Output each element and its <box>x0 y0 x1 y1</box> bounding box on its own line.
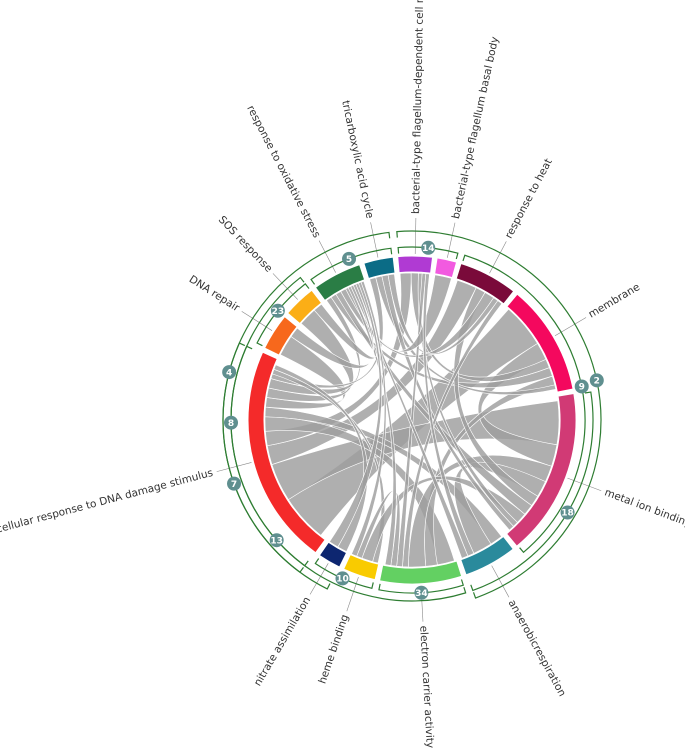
leader-membrane <box>554 317 587 337</box>
leader-nitrate-assimilation <box>309 563 329 595</box>
sector-arc-cellular-response-to-dna-damage-stimulus[interactable] <box>247 351 326 554</box>
group-count-bubble-10[interactable]: 10 <box>335 571 350 586</box>
ribbon-cellular-response-to-dna-damage-stimulus-to-nitrate-assimilation <box>273 364 368 552</box>
leader-cellular-response-to-dna-damage-stimulus <box>216 462 252 472</box>
sector-label-membrane: membrane <box>586 281 642 320</box>
sector-label-sos-response: SOS response <box>216 214 275 275</box>
group-count-bubble-18[interactable]: 18 <box>560 505 575 520</box>
group-count-circle <box>589 373 604 388</box>
ribbon-nitrate-assimilation-to-response-to-oxidative-stress <box>329 281 383 548</box>
group-count-text: 2 <box>594 377 600 387</box>
sector-arc-bacterial-type-flagellum-basal-body[interactable] <box>434 257 458 279</box>
group-count-bubble-7[interactable]: 7 <box>227 476 242 491</box>
sector-label-metal-ion-binding: metal ion binding <box>603 487 685 530</box>
ribbon-anaerobicrespiration-to-response-to-oxidative-stress <box>350 284 469 559</box>
group-count-bubble-14[interactable]: 14 <box>421 240 436 255</box>
ribbon-metal-ion-binding-to-tricarboxylic-acid-cycle <box>381 274 514 531</box>
ribbons-layer <box>264 272 560 568</box>
group-count-circle <box>222 365 237 380</box>
ribbon-response-to-heat-to-electron-carrier-activity <box>402 300 503 568</box>
sector-label-heme-binding: heme binding <box>317 613 352 685</box>
leader-heme-binding <box>346 577 359 612</box>
ribbon-cellular-response-to-dna-damage-stimulus-to-anaerobicrespiration <box>264 406 503 545</box>
sector-arc-tricarboxylic-acid-cycle[interactable] <box>363 256 396 280</box>
group-count-bubble-34[interactable]: 34 <box>414 585 429 600</box>
ribbon-bacterial-type-flagellum-dependent-cell-motility-to-anaerobicrespiration <box>422 273 475 557</box>
sector-arc-anaerobicrespiration[interactable] <box>460 535 514 576</box>
ribbon-metal-ion-binding-to-response-to-heat <box>453 287 539 506</box>
leader-anaerobicrespiration <box>491 565 510 598</box>
group-count-bubble-9[interactable]: 9 <box>574 379 589 394</box>
ribbon-membrane-to-response-to-oxidative-stress <box>330 293 553 388</box>
group-count-circle <box>560 505 575 520</box>
sector-arc-response-to-oxidative-stress[interactable] <box>314 263 366 302</box>
group-count-circle <box>227 476 242 491</box>
group-count-circle <box>224 415 239 430</box>
ribbon-sos-response-to-response-to-oxidative-stress <box>313 282 378 360</box>
sector-arcs-layer <box>247 255 577 585</box>
group-count-bubble-8[interactable]: 8 <box>224 415 239 430</box>
group-count-text: 14 <box>422 244 435 254</box>
group-count-bubble-13[interactable]: 13 <box>269 533 284 548</box>
group-count-text: 7 <box>231 480 237 490</box>
group-count-text: 13 <box>270 536 283 546</box>
sector-arc-response-to-heat[interactable] <box>455 262 515 305</box>
sector-arc-heme-binding[interactable] <box>342 553 380 581</box>
sector-label-nitrate-assimilation: nitrate assimilation <box>252 595 313 688</box>
ribbon-heme-binding-to-response-to-oxidative-stress <box>351 280 387 557</box>
leader-bacterial-type-flagellum-basal-body <box>447 222 456 258</box>
group-count-bubble-4[interactable]: 4 <box>222 365 237 380</box>
group-count-circle <box>269 533 284 548</box>
group-count-bubble-23[interactable]: 23 <box>270 303 285 318</box>
group-count-bubble-2[interactable]: 2 <box>589 373 604 388</box>
sector-arc-sos-response[interactable] <box>286 289 323 325</box>
leader-tricarboxylic-acid-cycle <box>370 222 379 258</box>
group-count-circle <box>421 240 436 255</box>
group-count-text: 9 <box>579 383 585 393</box>
leader-bacterial-type-flagellum-dependent-cell-motility <box>414 218 417 255</box>
group-count-text: 10 <box>336 575 349 585</box>
sector-label-response-to-heat: response to heat <box>503 157 555 241</box>
group-count-circle <box>335 571 350 586</box>
sector-label-bacterial-type-flagellum-dependent-cell-motility: bacterial-type flagellum-dependent cell … <box>410 0 427 214</box>
group-count-text: 4 <box>226 368 232 378</box>
sector-label-tricarboxylic-acid-cycle: tricarboxylic acid cycle <box>339 99 375 219</box>
sector-label-anaerobicrespiration: anaerobicrespiration <box>506 598 569 699</box>
group-count-circle <box>574 379 589 394</box>
label-leaders-layer <box>216 218 602 622</box>
group-count-text: 8 <box>228 419 234 429</box>
group-count-circle <box>342 251 357 266</box>
leader-metal-ion-binding <box>567 477 602 492</box>
sector-label-dna-repair: DNA repair <box>187 273 242 314</box>
sector-arc-metal-ion-binding[interactable] <box>505 392 577 547</box>
sector-label-bacterial-type-flagellum-basal-body: bacterial-type flagellum basal body <box>450 36 501 220</box>
leader-dna-repair <box>241 311 273 331</box>
sector-arc-bacterial-type-flagellum-dependent-cell-motility[interactable] <box>397 255 434 274</box>
leader-response-to-oxidative-stress <box>318 240 336 273</box>
sector-arc-dna-repair[interactable] <box>263 315 298 356</box>
group-count-text: 18 <box>561 509 574 519</box>
group-count-text: 34 <box>415 589 428 599</box>
sector-arc-electron-carrier-activity[interactable] <box>378 560 463 585</box>
ribbon-dna-repair-to-response-to-oxidative-stress <box>290 283 374 369</box>
leader-response-to-heat <box>489 241 507 274</box>
group-count-text: 5 <box>346 255 352 265</box>
sector-label-electron-carrier-activity: electron carrier activity <box>417 625 436 748</box>
group-count-text: 23 <box>272 307 285 317</box>
sector-arc-nitrate-assimilation[interactable] <box>318 541 348 568</box>
sector-arc-membrane[interactable] <box>506 293 574 393</box>
sector-label-response-to-oxidative-stress: response to oxidative stress <box>244 103 322 239</box>
leader-sos-response <box>272 273 298 300</box>
group-count-bubbles-layer: 14 5 23 8 4 9 18 34 10 13 7 2 <box>222 240 604 600</box>
group-count-bubble-5[interactable]: 5 <box>342 251 357 266</box>
group-count-circle <box>270 303 285 318</box>
sector-label-cellular-response-to-dna-damage-stimulus: cellular response to DNA damage stimulus <box>0 467 214 536</box>
group-count-circle <box>414 585 429 600</box>
ribbon-response-to-heat-to-tricarboxylic-acid-cycle <box>387 273 499 355</box>
